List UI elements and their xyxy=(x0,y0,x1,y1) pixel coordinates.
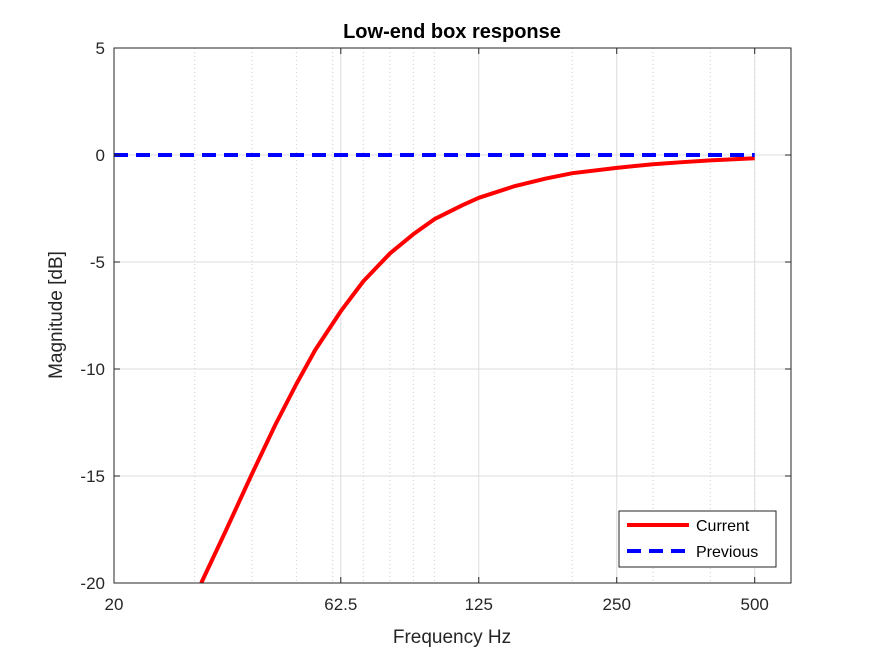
legend-label-current: Current xyxy=(696,518,750,535)
y-tick-label: 0 xyxy=(96,146,105,165)
y-axis-label: Magnitude [dB] xyxy=(46,251,67,379)
series-line-current xyxy=(199,156,755,584)
plot-frame xyxy=(113,47,792,584)
y-tick-label: -20 xyxy=(80,574,105,593)
x-tick-label: 500 xyxy=(741,595,769,614)
x-tick-label: 62.5 xyxy=(324,595,357,614)
legend-label-previous: Previous xyxy=(696,544,758,561)
ticks: 20 62.5 125 250 500 -20 -15 -10 -5 0 5 xyxy=(80,39,791,614)
series-layer xyxy=(114,153,755,584)
x-tick-label: 250 xyxy=(603,595,631,614)
legend-box xyxy=(618,510,777,568)
y-tick-label: -10 xyxy=(80,360,105,379)
x-tick-label: 125 xyxy=(465,595,493,614)
chart-title: Low-end box response xyxy=(343,21,561,43)
plot-area xyxy=(114,48,791,583)
y-tick-label: 5 xyxy=(96,39,105,58)
legend: Current Previous xyxy=(618,510,777,568)
x-tick-label: 20 xyxy=(105,595,124,614)
y-tick-label: -5 xyxy=(90,253,105,272)
x-axis-label: Frequency Hz xyxy=(393,627,511,648)
y-tick-label: -15 xyxy=(80,467,105,486)
